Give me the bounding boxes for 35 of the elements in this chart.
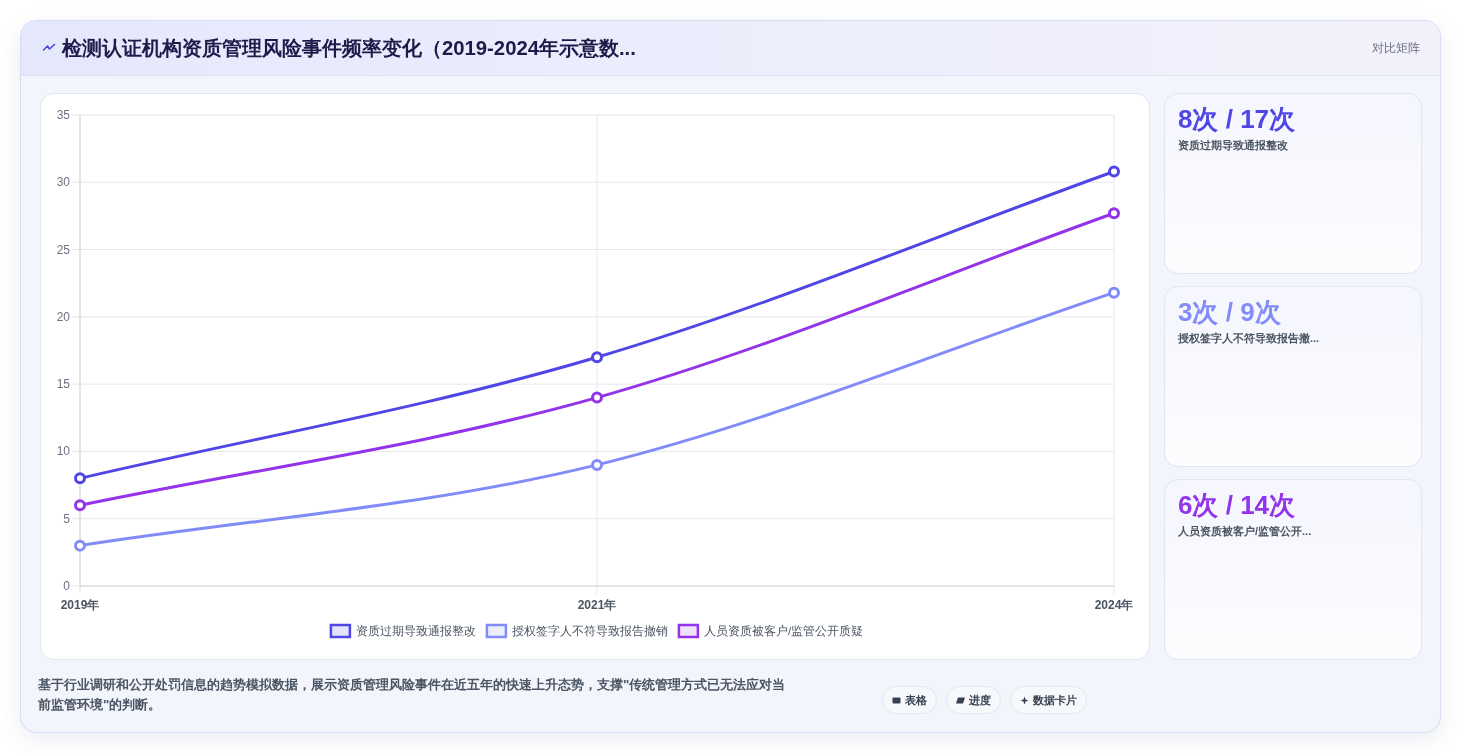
point (74, 472, 86, 485)
point (1108, 165, 1120, 178)
y-tick-label: 35 (56, 108, 71, 122)
x-tick-label: 2021年 (577, 598, 617, 612)
y-tick-label: 15 (56, 377, 71, 392)
text: 8次 / 17次 (1178, 104, 1296, 134)
text: 资质过期导致通报整改 (1178, 138, 1288, 153)
text: 进度 (969, 692, 991, 708)
text: 6次 / 14次 (1178, 490, 1296, 520)
legend-label: 人员资质被客户/监管公开质疑 (703, 624, 864, 637)
legend-label: 授权签字人不符导致报告撤销 (511, 624, 668, 637)
x-tick-label: 2019年 (60, 598, 100, 612)
text: 数据卡片 (1033, 692, 1077, 708)
y-tick-label: 10 (56, 444, 71, 459)
point (1108, 207, 1120, 220)
y-tick-label: 25 (56, 242, 71, 257)
legend-label: 资质过期导致通报整改 (355, 625, 476, 637)
text: 授权签字人不符导致报告撤... (1178, 331, 1320, 346)
point (591, 351, 603, 364)
x-tick-label: 2024年 (1094, 598, 1134, 612)
point (74, 539, 86, 552)
point (591, 458, 603, 471)
y-tick-label: 20 (56, 309, 71, 324)
text: 表格 (905, 692, 927, 708)
point (591, 391, 603, 404)
text: 基于行业调研和公开处罚信息的趋势模拟数据，展示资质管理风险事件在近五年的快速上升态势，支撑"传统管理方式已无法应对当前监管环境"的判断。 (38, 676, 787, 714)
point (1108, 286, 1120, 299)
text: 对比矩阵 (1372, 40, 1420, 56)
y-tick-label: 30 (56, 175, 71, 190)
text: 人员资质被客户/监管公开... (1178, 524, 1312, 539)
text: 3次 / 9次 (1178, 297, 1281, 327)
chart-title: 检测认证机构资质管理风险事件频率变化（2019-2024年示意数... (62, 36, 636, 60)
point (74, 499, 86, 512)
y-tick-label: 0 (63, 579, 71, 593)
y-tick-label: 5 (63, 511, 71, 526)
